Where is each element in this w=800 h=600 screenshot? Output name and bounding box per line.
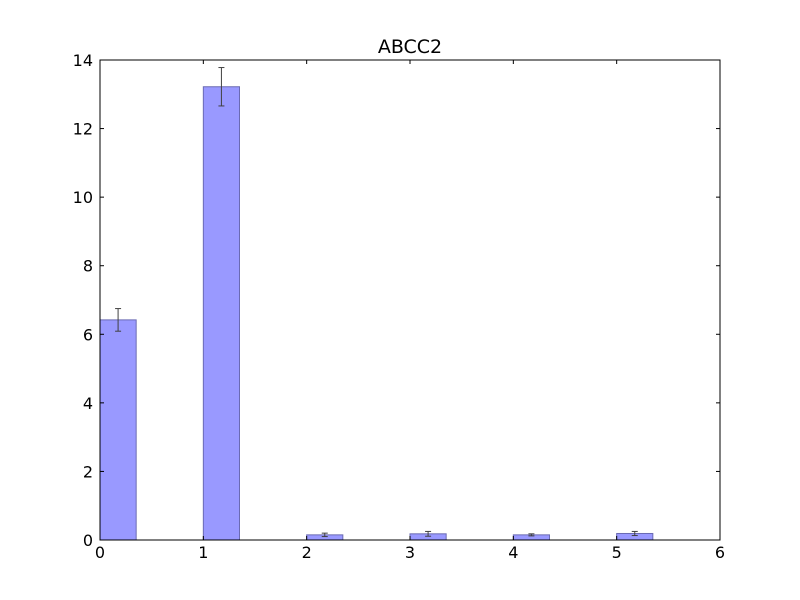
y-tick-label-1: 2 [83, 462, 93, 481]
error-bar-4 [528, 533, 535, 537]
error-bar-1 [218, 67, 225, 107]
x-tick-label-4: 4 [508, 543, 518, 562]
error-bars-group [115, 67, 638, 538]
error-bar-2 [321, 532, 328, 538]
x-tick-label-6: 6 [715, 543, 725, 562]
y-tick-label-3: 6 [83, 325, 93, 344]
y-tick-label-4: 8 [83, 257, 93, 276]
y-tick-label-7: 14 [73, 51, 93, 70]
bar-0 [99, 319, 137, 541]
error-bar-0 [115, 308, 122, 332]
y-tick-label-5: 10 [73, 188, 93, 207]
y-tick-label-2: 4 [83, 394, 93, 413]
bars-group [99, 86, 654, 541]
plot-frame [99, 59, 721, 541]
x-tick-label-0: 0 [95, 543, 105, 562]
bar-1 [202, 86, 240, 541]
x-tick-label-2: 2 [302, 543, 312, 562]
x-tick-label-3: 3 [405, 543, 415, 562]
x-tick-label-5: 5 [612, 543, 622, 562]
error-bar-5 [631, 530, 638, 537]
ticks-group [99, 59, 721, 541]
x-tick-label-1: 1 [198, 543, 208, 562]
chart-title: ABCC2 [378, 36, 442, 58]
y-tick-label-6: 12 [73, 120, 93, 139]
y-tick-label-0: 0 [83, 531, 93, 550]
error-bar-3 [425, 530, 432, 537]
